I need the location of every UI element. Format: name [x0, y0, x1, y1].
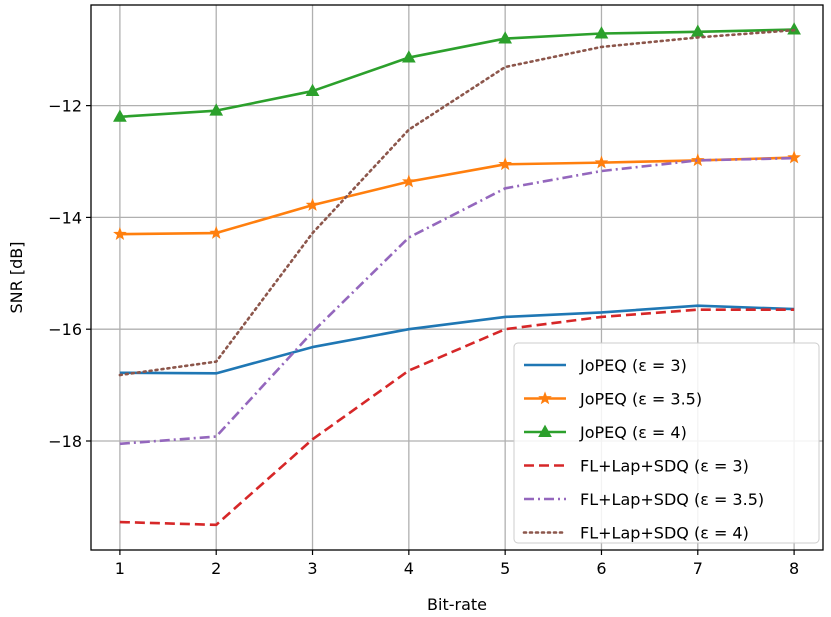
triangle-marker: [113, 109, 127, 122]
star-marker: [305, 197, 320, 211]
series-line: [119, 304, 795, 375]
y-tick-label: −14: [48, 208, 82, 227]
y-axis-label: SNR [dB]: [7, 242, 26, 314]
legend-label: FL+Lap+SDQ (ε = 4): [580, 524, 749, 543]
series-line: [119, 28, 795, 119]
plot-frame: [90, 4, 824, 551]
legend-entry: FL+Lap+SDQ (ε = 3.5): [524, 490, 764, 509]
legend-label: JoPEQ (ε = 4): [579, 423, 687, 442]
triangle-marker: [594, 26, 609, 39]
x-tick-label: 5: [500, 559, 510, 578]
series-1: [113, 150, 801, 240]
x-axis-ticks: 1 2 3 4 5 6 7 8: [115, 550, 799, 578]
x-tick-label: 6: [596, 559, 606, 578]
star-marker: [498, 157, 512, 171]
x-tick-label: 8: [789, 559, 799, 578]
series-layer: [113, 22, 801, 527]
legend-box: [513, 342, 820, 544]
star-marker: [538, 391, 552, 405]
y-tick-label: −18: [48, 432, 82, 451]
triangle-marker: [787, 22, 801, 35]
star-marker: [209, 225, 224, 239]
series-line: [119, 156, 795, 236]
legend-label: FL+Lap+SDQ (ε = 3.5): [580, 490, 764, 509]
triangle-marker: [209, 103, 224, 116]
x-tick-label: 3: [307, 559, 317, 578]
series-line: [119, 308, 795, 527]
star-marker: [787, 150, 801, 164]
series-line: [119, 156, 795, 446]
legend-entry: JoPEQ (ε = 3): [524, 356, 687, 375]
x-tick-label: 2: [211, 559, 221, 578]
legend-label: FL+Lap+SDQ (ε = 3): [580, 457, 749, 476]
legend-entry: FL+Lap+SDQ (ε = 3): [524, 457, 749, 476]
y-tick-label: −12: [48, 97, 82, 116]
series-0: [119, 304, 795, 375]
series-4: [119, 156, 795, 446]
x-axis-label: Bit-rate: [427, 595, 487, 614]
legend-entry: FL+Lap+SDQ (ε = 4): [522, 524, 749, 543]
star-marker: [594, 155, 609, 169]
triangle-marker: [538, 424, 552, 437]
series-line: [118, 28, 796, 377]
x-tick-label: 4: [404, 559, 414, 578]
legend-label: JoPEQ (ε = 3.5): [579, 390, 702, 409]
series-2: [113, 22, 801, 122]
series-5: [118, 28, 796, 377]
star-marker: [402, 174, 416, 188]
star-marker: [113, 227, 127, 240]
legend: JoPEQ (ε = 3) JoPEQ (ε = 3.5) JoPEQ (ε = 4…: [513, 342, 820, 544]
y-axis-ticks: −18 −16 −14 −12: [48, 97, 91, 451]
legend-entry: JoPEQ (ε = 3.5): [524, 390, 702, 409]
triangle-marker: [305, 83, 320, 97]
x-tick-label: 1: [115, 559, 125, 578]
legend-entry: JoPEQ (ε = 4): [524, 423, 687, 442]
x-tick-label: 7: [693, 559, 703, 578]
series-3: [119, 308, 795, 527]
star-marker: [690, 153, 705, 167]
legend-label: JoPEQ (ε = 3): [579, 356, 687, 375]
triangle-marker: [498, 31, 513, 44]
triangle-marker: [401, 50, 416, 63]
y-tick-label: −16: [48, 320, 82, 339]
